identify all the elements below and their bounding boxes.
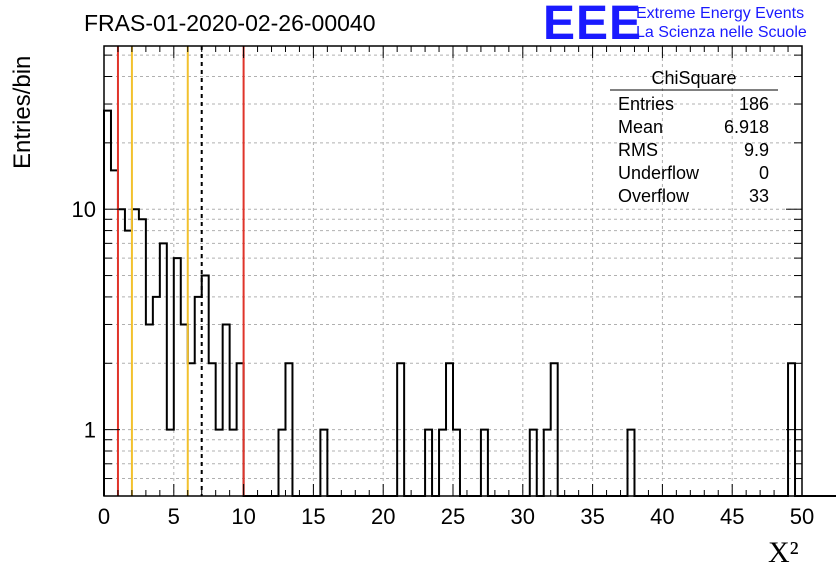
stats-row-value: 186 (739, 94, 769, 114)
stats-row-label: Mean (618, 117, 663, 137)
stats-row-value: 33 (749, 186, 769, 206)
stats-row-value: 9.9 (744, 140, 769, 160)
logo-line-1: Extreme Energy Events (636, 5, 805, 22)
stats-row-label: Entries (618, 94, 674, 114)
y-tick-label: 10 (72, 197, 96, 222)
x-tick-label: 50 (790, 504, 814, 529)
stats-row-value: 0 (759, 163, 769, 183)
x-tick-label: 40 (650, 504, 674, 529)
y-tick-label: 1 (84, 418, 96, 443)
x-tick-label: 10 (231, 504, 255, 529)
x-tick-label: 5 (168, 504, 180, 529)
x-tick-label: 35 (580, 504, 604, 529)
logo-caption: Extreme Energy Events La Scienza nelle S… (636, 4, 807, 42)
stats-row-label: Overflow (618, 186, 690, 206)
x-tick-label: 30 (511, 504, 535, 529)
x-tick-label: 20 (371, 504, 395, 529)
x-tick-label: 25 (441, 504, 465, 529)
stats-row-label: Underflow (618, 163, 700, 183)
x-tick-label: 45 (720, 504, 744, 529)
chart-title: FRAS-01-2020-02-26-00040 (84, 10, 376, 36)
x-tick-label: 15 (301, 504, 325, 529)
eee-logo: EEE (543, 0, 643, 50)
stats-title: ChiSquare (651, 68, 736, 88)
x-axis-label: X² (768, 536, 799, 569)
stats-row-value: 6.918 (724, 117, 769, 137)
x-tick-label: 0 (98, 504, 110, 529)
logo-line-2: La Scienza nelle Scuole (636, 24, 807, 41)
stats-row-label: RMS (618, 140, 658, 160)
